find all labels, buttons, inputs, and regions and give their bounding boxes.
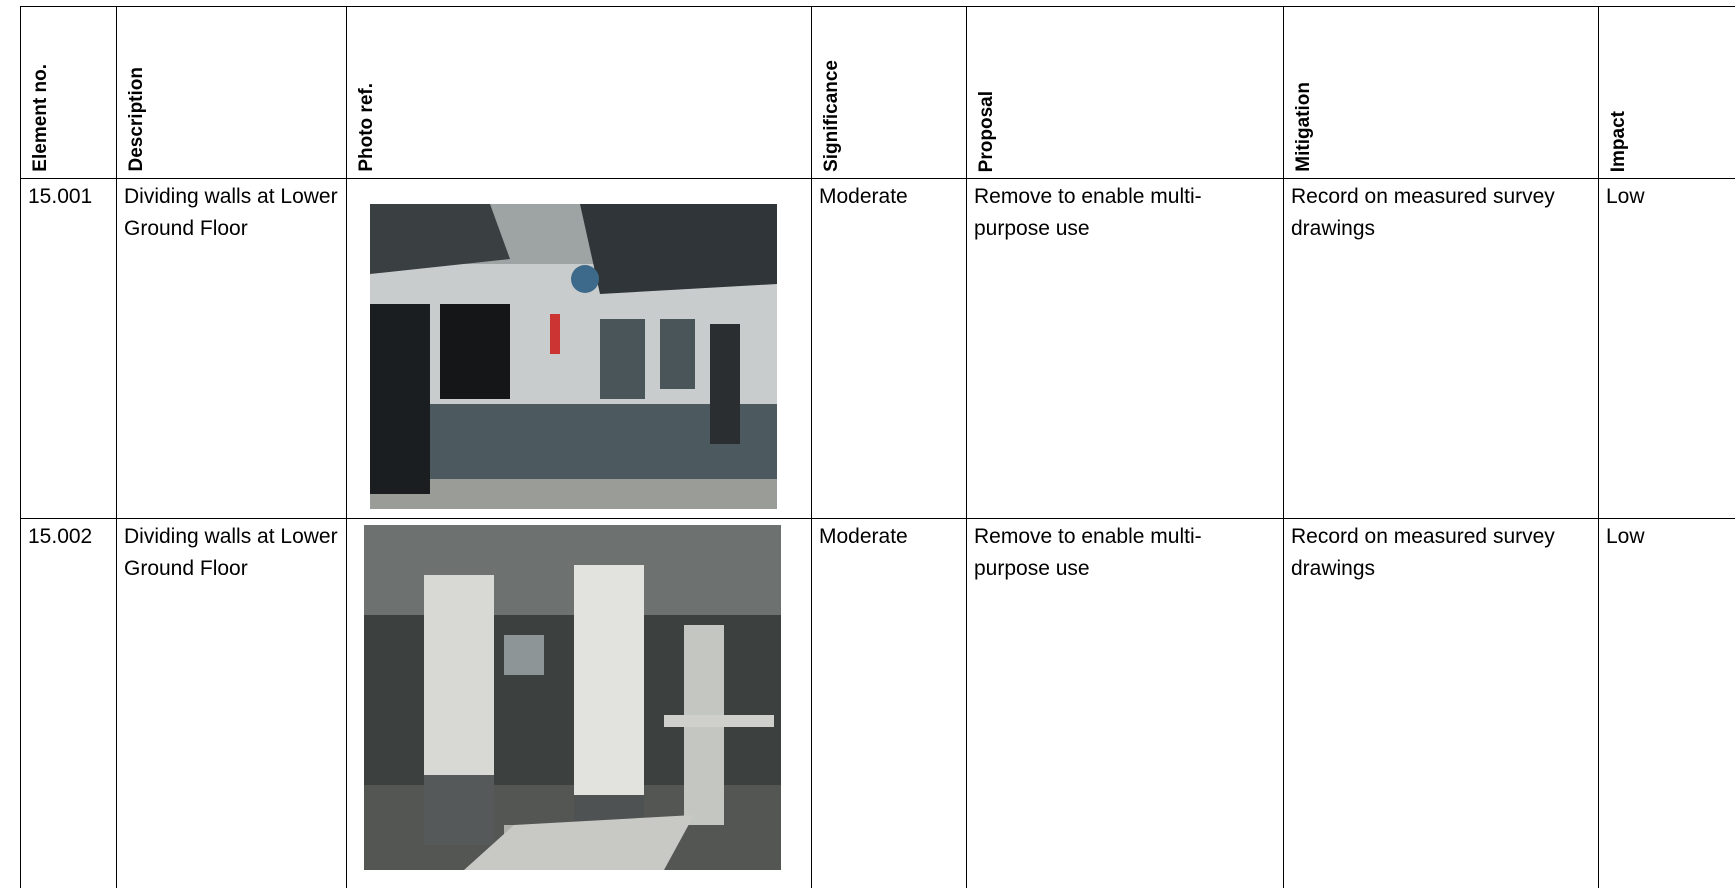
header-cell: Mitigation [1293, 6, 1333, 172]
column-header: Mitigation [1293, 82, 1314, 172]
table-border [20, 6, 21, 888]
cell-text: 15.002 [28, 525, 93, 548]
table-border [20, 518, 1735, 519]
table-border [346, 6, 347, 888]
column-header: Significance [821, 60, 842, 172]
table-border [116, 6, 117, 888]
column-header: Description [126, 67, 147, 172]
cell-text: Low [1606, 525, 1645, 548]
cell-text: 15.001 [28, 185, 93, 208]
column-header: Photo ref. [356, 83, 377, 172]
header-cell: Significance [821, 6, 861, 172]
header-cell: Element no. [30, 6, 70, 172]
header-cell: Proposal [976, 6, 1016, 172]
photo [370, 204, 777, 509]
table-border [1598, 6, 1599, 888]
table-border [20, 6, 1735, 7]
column-header: Impact [1608, 110, 1629, 172]
table-border [1283, 6, 1284, 888]
cell-text: Dividing walls at Lower Ground Floor [124, 525, 338, 580]
header-cell: Description [126, 6, 166, 172]
cell-text: Dividing walls at Lower Ground Floor [124, 185, 338, 240]
cell-text: Remove to enable multi-purpose use [974, 525, 1202, 580]
cell-text: Low [1606, 185, 1645, 208]
column-header: Element no. [30, 64, 51, 172]
column-header: Proposal [976, 90, 997, 172]
cell-text: Moderate [819, 185, 908, 208]
cell-text: Record on measured survey drawings [1291, 185, 1555, 240]
header-cell: Impact [1608, 6, 1648, 172]
header-cell: Photo ref. [356, 6, 396, 172]
cell-text: Remove to enable multi-purpose use [974, 185, 1202, 240]
cell-text: Moderate [819, 525, 908, 548]
table-border [966, 6, 967, 888]
cell-text: Record on measured survey drawings [1291, 525, 1555, 580]
photo [364, 525, 781, 870]
table-border [20, 178, 1735, 179]
table-border [811, 6, 812, 888]
